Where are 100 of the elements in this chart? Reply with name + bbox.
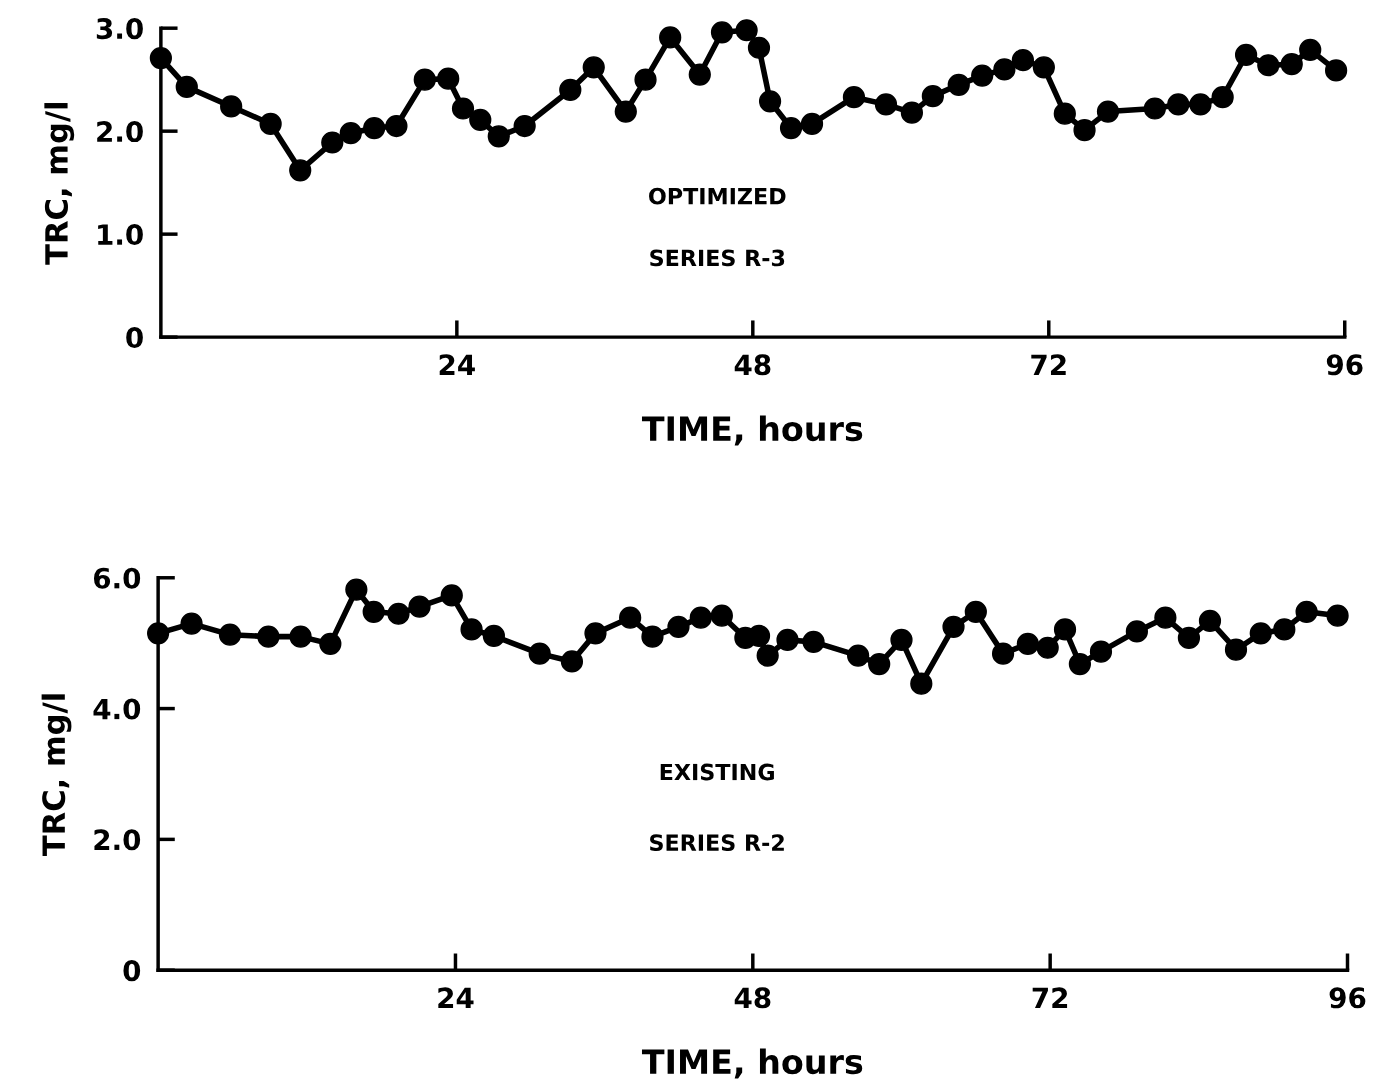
- annotation: EXISTING: [660, 763, 774, 781]
- point: [513, 114, 536, 138]
- point: [482, 624, 505, 648]
- x-axis-title: TIME, hours: [641, 1048, 863, 1079]
- y-tick-label: 3.0: [96, 18, 143, 40]
- point: [890, 628, 913, 652]
- point: [689, 606, 712, 629]
- x-axis-title: TIME, hours: [641, 415, 863, 446]
- point: [451, 97, 475, 120]
- point: [1036, 636, 1059, 659]
- point: [641, 625, 664, 648]
- point: [947, 73, 970, 96]
- point: [964, 600, 987, 623]
- point: [993, 58, 1016, 81]
- point: [440, 584, 463, 607]
- point: [319, 632, 342, 655]
- point: [408, 595, 431, 618]
- point: [1325, 59, 1348, 82]
- point: [1299, 38, 1322, 61]
- y-tick-label: 1.0: [98, 224, 143, 246]
- y-tick-label: 2.0: [94, 829, 141, 851]
- point: [339, 122, 362, 145]
- x-tick-label: 24: [438, 987, 474, 1008]
- y-tick-label: 4.0: [93, 698, 141, 720]
- y-tick-label: 2.0: [97, 121, 143, 143]
- point: [1167, 93, 1190, 116]
- point: [1154, 606, 1177, 629]
- x-tick-label: 48: [734, 354, 771, 376]
- point: [800, 112, 824, 136]
- point: [1125, 620, 1148, 643]
- point: [1234, 43, 1258, 67]
- point: [469, 108, 492, 131]
- point: [413, 68, 436, 91]
- point: [779, 116, 803, 140]
- point: [385, 114, 408, 138]
- y-axis-title: TRC, mg/l: [41, 694, 72, 857]
- annotation: SERIES R-3: [650, 249, 785, 267]
- point: [1273, 618, 1296, 641]
- point: [1073, 119, 1096, 142]
- point: [1280, 53, 1303, 76]
- point: [175, 75, 198, 98]
- x-tick-label: 96: [1329, 987, 1366, 1009]
- point: [584, 622, 607, 645]
- y-axis-title: TRC, mg/l: [44, 103, 75, 265]
- point: [1177, 626, 1201, 650]
- point: [756, 644, 779, 667]
- point: [747, 36, 771, 59]
- y-tick-label: 0: [123, 960, 141, 982]
- annotation: OPTIMIZED: [649, 187, 786, 205]
- point: [1326, 604, 1349, 627]
- point: [363, 116, 386, 140]
- x-tick-label: 72: [1031, 354, 1066, 375]
- point: [362, 600, 385, 623]
- x-tick-label: 96: [1326, 354, 1363, 376]
- point: [1068, 652, 1092, 676]
- point: [387, 602, 410, 625]
- x-tick-label: 72: [1032, 987, 1068, 1008]
- point: [1032, 56, 1055, 79]
- point: [1089, 640, 1113, 663]
- point: [942, 615, 965, 638]
- point: [910, 672, 933, 695]
- point: [1096, 100, 1120, 123]
- point: [460, 618, 483, 641]
- point: [487, 125, 510, 148]
- point: [758, 90, 782, 113]
- point: [667, 615, 690, 638]
- point: [1211, 86, 1234, 109]
- point: [842, 86, 866, 109]
- point: [180, 612, 203, 635]
- point: [321, 131, 344, 154]
- point: [710, 604, 733, 627]
- point: [559, 78, 582, 102]
- point: [802, 630, 825, 653]
- point: [1053, 102, 1076, 125]
- point: [1143, 97, 1166, 120]
- point: [560, 650, 584, 673]
- point: [1224, 638, 1248, 661]
- point: [289, 159, 312, 182]
- point: [220, 95, 243, 118]
- point: [289, 625, 312, 648]
- point: [218, 623, 242, 646]
- point: [735, 19, 758, 42]
- point: [874, 93, 898, 116]
- point: [345, 578, 368, 601]
- point: [582, 56, 605, 79]
- point: [257, 625, 280, 648]
- point: [659, 26, 682, 49]
- point: [1011, 48, 1034, 72]
- point: [991, 642, 1015, 665]
- annotation: SERIES R-2: [650, 834, 784, 852]
- x-tick-label: 48: [734, 987, 771, 1009]
- point: [971, 64, 994, 87]
- point: [1189, 93, 1212, 116]
- point: [1016, 632, 1039, 655]
- point: [634, 68, 657, 91]
- point: [847, 644, 870, 667]
- point: [1295, 600, 1318, 623]
- point: [1053, 618, 1077, 641]
- point: [921, 85, 944, 108]
- point: [710, 21, 734, 44]
